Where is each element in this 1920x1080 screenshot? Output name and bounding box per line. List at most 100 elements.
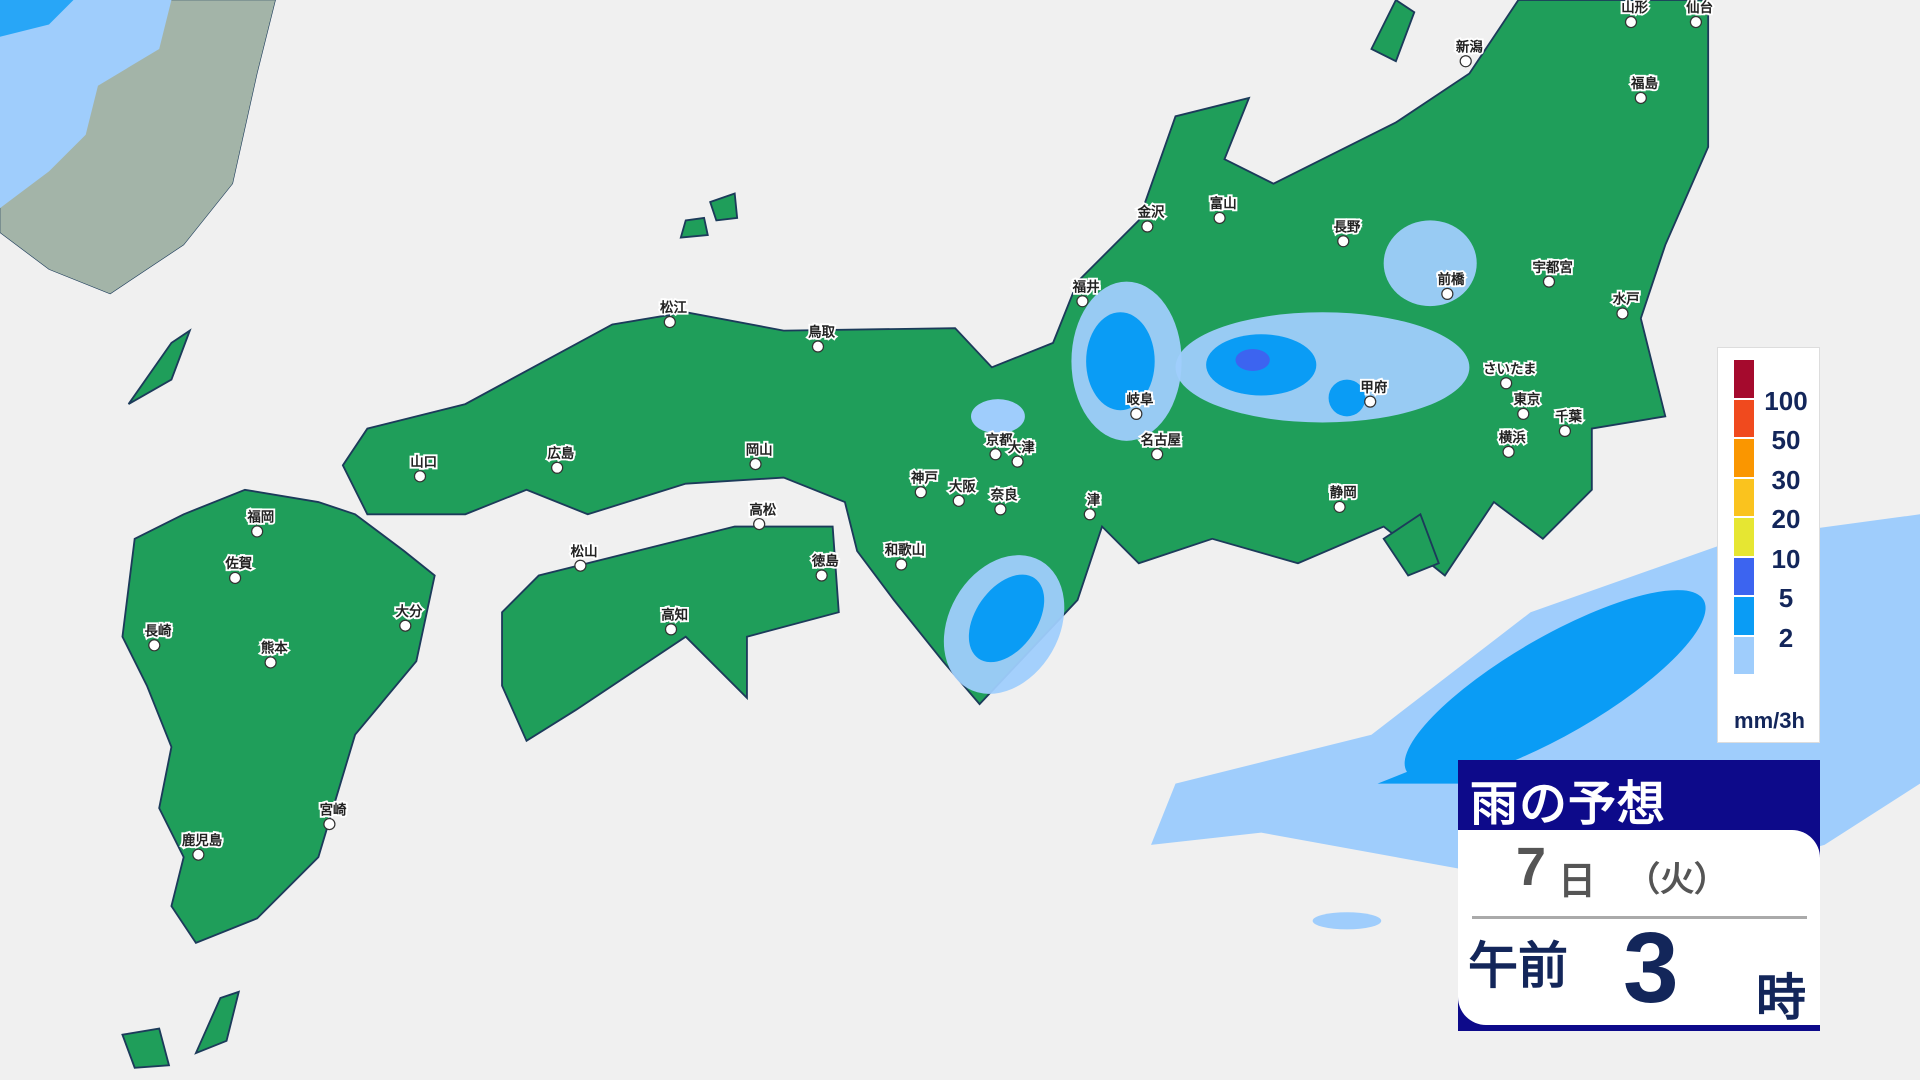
city-label: 前橋 bbox=[1438, 271, 1465, 288]
city-marker: 高知 bbox=[659, 605, 690, 636]
city-label: 新潟 bbox=[1456, 38, 1483, 55]
city-marker: 宮崎 bbox=[318, 799, 349, 831]
city-label: 大阪 bbox=[949, 478, 976, 495]
city-marker: 金沢 bbox=[1135, 202, 1167, 233]
city-marker: 岐阜 bbox=[1125, 389, 1156, 420]
city-marker: 津 bbox=[1083, 490, 1103, 521]
city-marker: 京都 bbox=[984, 430, 1015, 461]
city-marker: 佐賀 bbox=[222, 553, 255, 585]
city-label: 神戸 bbox=[911, 469, 938, 486]
city-dot bbox=[1441, 287, 1454, 300]
city-dot bbox=[815, 569, 828, 582]
legend-swatch bbox=[1734, 439, 1754, 477]
city-marker: 新潟 bbox=[1454, 37, 1485, 68]
city-dot bbox=[1141, 220, 1154, 233]
city-marker: 福島 bbox=[1628, 73, 1660, 105]
city-marker: 仙台 bbox=[1684, 0, 1715, 29]
city-label: 福岡 bbox=[246, 509, 274, 526]
foreign-land bbox=[0, 0, 276, 295]
legend-label: 30 bbox=[1771, 464, 1801, 495]
city-label: 松山 bbox=[571, 543, 598, 560]
city-marker: 長崎 bbox=[143, 621, 174, 652]
legend-label: 10 bbox=[1771, 543, 1801, 574]
city-label: 宇都宮 bbox=[1532, 259, 1572, 276]
city-label: 福井 bbox=[1072, 278, 1100, 295]
city-dot bbox=[148, 639, 161, 652]
city-marker: 富山 bbox=[1208, 193, 1239, 225]
city-dot bbox=[323, 817, 336, 831]
city-marker: 大分 bbox=[394, 601, 425, 632]
legend-swatch bbox=[1734, 399, 1754, 437]
city-label: 大津 bbox=[1008, 439, 1035, 456]
city-dot bbox=[1502, 445, 1515, 458]
legend-swatch bbox=[1734, 597, 1754, 635]
city-marker: 高松 bbox=[748, 499, 779, 531]
city-marker: 横浜 bbox=[1497, 427, 1528, 458]
legend-label: 20 bbox=[1771, 504, 1801, 534]
city-dot bbox=[264, 656, 277, 669]
city-dot bbox=[1213, 211, 1226, 225]
city-dot bbox=[1689, 15, 1703, 29]
city-label: 富山 bbox=[1210, 195, 1237, 212]
city-marker: 神戸 bbox=[909, 468, 940, 499]
city-label: 岡山 bbox=[746, 442, 773, 458]
legend-swatch bbox=[1734, 360, 1754, 398]
city-marker: 徳島 bbox=[809, 551, 841, 582]
city-dot bbox=[895, 558, 908, 571]
legend-swatch bbox=[1734, 478, 1754, 516]
rain-over-land bbox=[943, 220, 1477, 694]
city-dot bbox=[1517, 407, 1530, 420]
city-label: 京都 bbox=[986, 431, 1013, 448]
legend-label: 50 bbox=[1771, 425, 1801, 455]
city-dot bbox=[914, 486, 927, 499]
city-label: 宮崎 bbox=[320, 801, 347, 818]
city-marker: 前橋 bbox=[1436, 269, 1467, 300]
city-dot bbox=[1333, 500, 1346, 514]
city-marker: 大阪 bbox=[947, 476, 978, 507]
city-dot bbox=[228, 571, 242, 585]
legend-label: 100 bbox=[1764, 385, 1808, 416]
city-label: 仙台 bbox=[1686, 0, 1713, 16]
city-marker: 松江 bbox=[658, 297, 689, 329]
city-dot bbox=[1130, 407, 1143, 420]
legend-swatch bbox=[1734, 636, 1754, 674]
city-marker: 松山 bbox=[569, 541, 599, 572]
honshu bbox=[341, 0, 1710, 706]
city-dot bbox=[1151, 448, 1164, 461]
city-label: 高知 bbox=[661, 607, 688, 624]
city-dot bbox=[399, 619, 412, 632]
kyushu bbox=[121, 488, 436, 944]
city-label: 大分 bbox=[396, 603, 423, 620]
city-label: 鳥取 bbox=[808, 324, 835, 341]
city-dot bbox=[664, 623, 678, 636]
city-dot bbox=[1083, 508, 1096, 521]
city-dot bbox=[1459, 55, 1472, 68]
city-dot bbox=[952, 494, 965, 507]
japan-land bbox=[121, 0, 1710, 1069]
rainfall-legend: 100 50 30 20 10 5 2 mm/3h bbox=[1717, 347, 1820, 743]
city-dot bbox=[1634, 91, 1647, 105]
city-marker: 福岡 bbox=[245, 507, 276, 538]
city-label: 熊本 bbox=[261, 640, 288, 657]
city-label: 甲府 bbox=[1360, 379, 1387, 396]
city-dot bbox=[1337, 235, 1350, 248]
city-marker: 山口 bbox=[408, 453, 439, 483]
city-label: 長崎 bbox=[145, 623, 172, 640]
city-marker: さいたま bbox=[1481, 360, 1538, 390]
city-dot bbox=[574, 559, 587, 572]
city-dot bbox=[989, 448, 1002, 461]
city-dot bbox=[1364, 395, 1377, 408]
city-dot bbox=[811, 340, 825, 353]
city-marker: 和歌山 bbox=[883, 540, 927, 571]
city-dot bbox=[753, 517, 766, 531]
city-dot bbox=[994, 503, 1007, 516]
city-label: 水戸 bbox=[1613, 291, 1640, 308]
city-marker: 奈良 bbox=[988, 485, 1020, 516]
city-marker: 水戸 bbox=[1611, 289, 1641, 320]
sado-island bbox=[1370, 0, 1416, 63]
legend-label: 2 bbox=[1778, 622, 1794, 653]
city-label: 名古屋 bbox=[1141, 431, 1182, 448]
city-label: 岐阜 bbox=[1127, 391, 1154, 408]
city-marker: 静岡 bbox=[1328, 482, 1359, 514]
city-dot bbox=[749, 457, 762, 471]
